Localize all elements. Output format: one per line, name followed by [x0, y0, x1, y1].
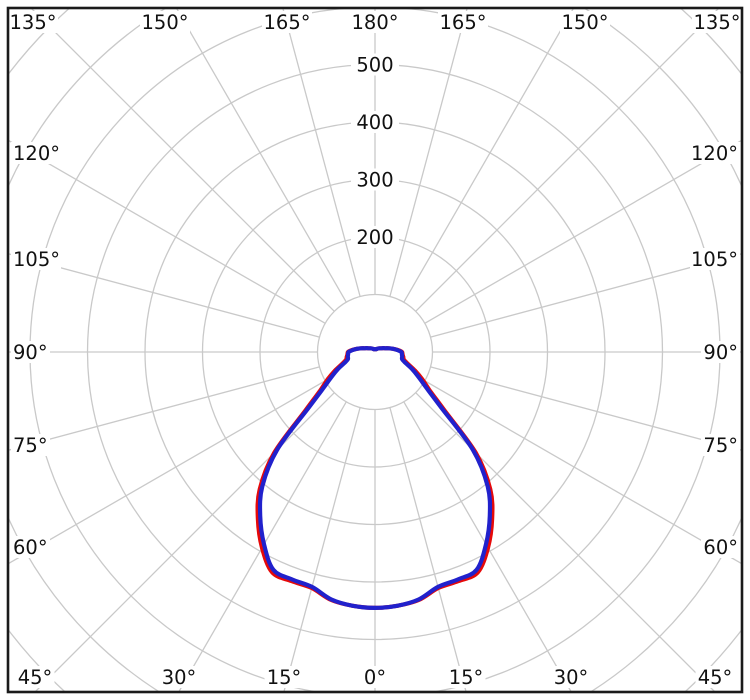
angle-tick-label: 30° [554, 666, 589, 689]
angle-label-mask [701, 434, 740, 456]
angle-label-mask [8, 11, 58, 33]
angle-tick-label: 75° [13, 434, 48, 457]
angle-tick-label: 150° [142, 11, 189, 34]
radial-label-mask [351, 226, 399, 248]
grid-spoke-15 [389, 407, 467, 691]
angle-tick-label: 15° [449, 666, 484, 689]
angle-tick-label: 0° [364, 666, 386, 689]
grid-spoke-345 [283, 407, 361, 691]
grid-spoke-165 [389, 9, 468, 297]
radial-axis-labels: 200 300 400 500 [351, 53, 399, 249]
angle-tick-label: 45° [698, 666, 733, 689]
angle-tick-label: 90° [13, 341, 48, 364]
grid-spoke-225 [31, 9, 335, 312]
angle-label-mask [690, 248, 740, 270]
angle-label-mask [262, 11, 312, 33]
angle-tick-label: 180° [352, 11, 399, 34]
grid-spoke-75 [430, 366, 741, 451]
angle-label-mask [692, 11, 742, 33]
angle-label-mask [11, 341, 50, 363]
grid-spoke-330 [178, 401, 347, 691]
angle-tick-label: 75° [703, 434, 738, 457]
angle-tick-label: 60° [703, 536, 738, 559]
grid-spoke-105 [430, 253, 741, 338]
grid-spoke-150 [403, 9, 574, 303]
intensity-curves [255, 346, 495, 610]
radial-label-mask [351, 53, 399, 76]
angle-label-mask [690, 142, 740, 164]
angle-label-mask [438, 11, 488, 33]
angle-label-mask [361, 666, 389, 688]
curve-blue [257, 346, 493, 610]
grid-spoke-285 [9, 366, 320, 451]
grid-spoke-60 [424, 380, 741, 565]
radial-label-mask [351, 168, 399, 191]
angle-tick-label: 105° [691, 248, 738, 271]
grid-spoke-255 [9, 253, 320, 338]
angle-tick-label: 120° [13, 142, 60, 165]
angle-tick-label: 60° [13, 536, 48, 559]
angle-label-mask [350, 11, 400, 33]
angle-label-mask [560, 11, 610, 33]
radial-tick-label: 200 [356, 226, 393, 249]
radial-tick-label: 300 [356, 169, 393, 192]
grid-spoke-300 [9, 380, 326, 565]
angle-tick-label: 15° [267, 666, 302, 689]
radial-tick-label: 500 [356, 54, 393, 77]
angle-tick-label: 45° [18, 666, 53, 689]
angle-tick-label: 30° [162, 666, 197, 689]
grid-spoke-30 [403, 401, 572, 691]
angle-label-mask [11, 248, 61, 270]
angle-label-mask [11, 434, 50, 456]
angle-tick-label: 150° [562, 11, 609, 34]
grid-spoke-240 [9, 139, 326, 324]
grid-spoke-135 [415, 9, 719, 312]
angle-tick-label: 165° [440, 11, 487, 34]
angle-tick-label: 120° [691, 142, 738, 165]
angle-label-mask [140, 11, 190, 33]
angle-label-mask [695, 666, 735, 688]
angle-tick-label: 165° [264, 11, 311, 34]
angle-tick-label: 105° [13, 248, 60, 271]
angle-label-mask [446, 666, 486, 688]
angle-label-mask [11, 142, 61, 164]
grid-spoke-120 [424, 139, 741, 324]
angle-tick-label: 90° [703, 341, 738, 364]
angle-tick-label: 135° [10, 11, 57, 34]
angle-label-mask [264, 666, 304, 688]
angle-label-mask [11, 536, 50, 558]
angle-label-mask [551, 666, 591, 688]
angle-labels: 135° 150° 165° 180° 165° 150° 135° 45° 30° 15° 0° 1… [8, 11, 742, 689]
grid-spoke-210 [176, 9, 347, 303]
angle-label-mask [701, 341, 740, 363]
angle-tick-label: 135° [694, 11, 741, 34]
radial-label-mask [351, 111, 399, 133]
angle-label-mask [159, 666, 199, 688]
angle-label-mask [701, 536, 740, 558]
plot-border [6, 6, 744, 694]
angle-label-mask [15, 666, 55, 688]
grid-spoke-195 [282, 9, 361, 297]
radial-tick-label: 400 [356, 111, 393, 134]
